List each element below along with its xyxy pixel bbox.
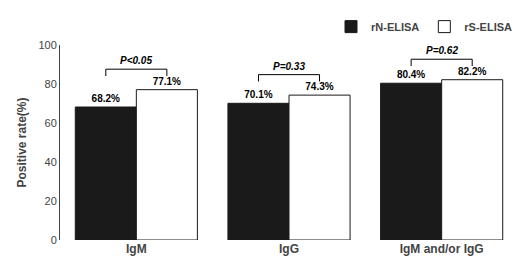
svg-text:20: 20 — [45, 195, 57, 207]
svg-text:0: 0 — [51, 234, 57, 246]
svg-text:82.2%: 82.2% — [458, 66, 486, 77]
svg-text:rN-ELISA: rN-ELISA — [371, 21, 419, 33]
svg-text:70.1%: 70.1% — [244, 89, 272, 100]
svg-text:IgM and/or IgG: IgM and/or IgG — [400, 242, 484, 256]
svg-text:77.1%: 77.1% — [153, 76, 181, 87]
svg-text:68.2%: 68.2% — [92, 93, 120, 104]
svg-text:IgM: IgM — [126, 242, 147, 256]
svg-text:rS-ELISA: rS-ELISA — [464, 21, 512, 33]
svg-text:P<0.05: P<0.05 — [120, 55, 152, 66]
svg-text:P=0.62: P=0.62 — [426, 45, 458, 56]
svg-text:74.3%: 74.3% — [305, 81, 333, 92]
svg-text:Positive rate(%): Positive rate(%) — [15, 97, 29, 187]
svg-text:80: 80 — [45, 78, 57, 90]
svg-text:40: 40 — [45, 156, 57, 168]
svg-text:P=0.33: P=0.33 — [273, 61, 305, 72]
svg-text:IgG: IgG — [279, 242, 299, 256]
svg-text:100: 100 — [38, 39, 56, 51]
svg-text:60: 60 — [45, 117, 57, 129]
svg-text:80.4%: 80.4% — [397, 69, 425, 80]
